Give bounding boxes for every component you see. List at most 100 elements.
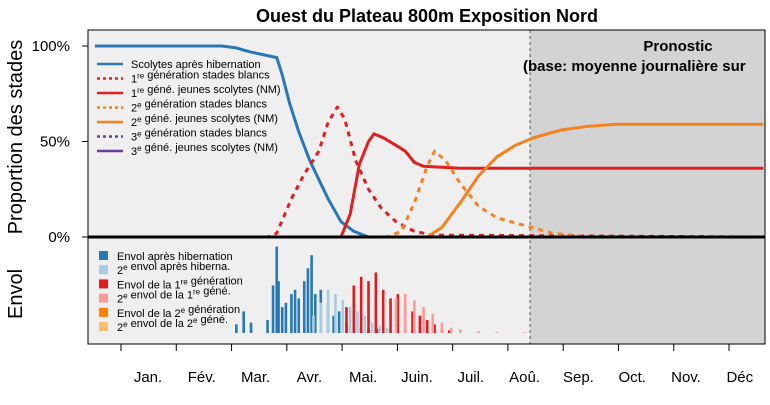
flight-bar-1-7 <box>363 315 367 333</box>
flight-bar-1-5 <box>348 307 352 333</box>
flight-legend-key-0 <box>99 251 108 260</box>
flight-bar-2-4 <box>374 272 378 333</box>
flight-bar-1-2 <box>326 289 330 333</box>
flight-bar-0-19 <box>337 311 341 333</box>
flight-bar-2-1 <box>352 285 356 333</box>
y-tick-label-2: 0% <box>48 229 70 246</box>
flight-bar-0-5 <box>275 246 279 333</box>
flight-legend-label-4: Envol de la 2e génération <box>117 304 240 320</box>
flight-bar-1-3 <box>334 294 337 333</box>
flight-bar-1-9 <box>378 326 381 333</box>
legend-label-0: Scolytes après hibernation <box>131 59 261 71</box>
flight-bar-1-4 <box>341 300 345 333</box>
flight-bar-1-8 <box>370 322 374 333</box>
flight-bar-0-9 <box>290 294 293 333</box>
flight-legend-key-5 <box>99 322 108 331</box>
flight-bar-1-1 <box>319 302 323 333</box>
flight-bar-1-0 <box>312 315 315 333</box>
flight-bar-0-2 <box>249 322 253 333</box>
flight-bar-3-0 <box>394 298 398 333</box>
month-label-2: Mar. <box>241 369 270 386</box>
legend-label-4: 2e géné. jeunes scolytes (NM) <box>131 113 278 129</box>
flight-bar-3-2 <box>413 300 416 333</box>
forecast-label: Pronostic <box>643 38 712 55</box>
flight-bar-2-7 <box>396 294 400 333</box>
series-line-4 <box>95 122 764 239</box>
series-line-0 <box>95 44 764 239</box>
flight-bars-layer <box>235 246 526 333</box>
flight-bar-3-7 <box>458 329 462 333</box>
month-label-7: Aoû. <box>509 369 540 386</box>
y-axis-label-top: Proportion des stades <box>5 40 27 235</box>
flight-bar-2-2 <box>359 276 363 333</box>
month-label-9: Oct. <box>618 369 646 386</box>
flight-bar-3-5 <box>440 322 444 333</box>
legend-label-2: 1re géné. jeunes scolytes (NM) <box>131 84 281 100</box>
flight-legend-key-2 <box>99 279 108 289</box>
flight-legend-label-3: 2e envol de la 1re géné. <box>117 286 231 306</box>
flight-bar-2-12 <box>433 324 436 333</box>
flight-bar-0-3 <box>266 320 269 333</box>
flight-bar-0-15 <box>313 294 317 333</box>
plot-frame <box>87 29 766 345</box>
flight-bar-0-11 <box>297 298 301 333</box>
flight-bar-2-14 <box>447 330 451 333</box>
flight-bar-3-6 <box>449 327 453 333</box>
flight-bar-0-24 <box>376 328 379 333</box>
flight-legend-label-2: Envol de la 1re génération <box>117 275 243 291</box>
month-label-4: Mai. <box>349 369 377 386</box>
flight-legend-label-0: Envol après hibernation <box>117 251 233 263</box>
flight-bar-0-14 <box>310 255 313 333</box>
flight-bar-3-4 <box>431 313 435 333</box>
month-label-5: Juin. <box>401 369 433 386</box>
flight-legend-label-5: 2e envol de la 2e géné. <box>117 314 228 334</box>
flight-bar-1-10 <box>385 327 389 333</box>
flight-bar-0-4 <box>271 285 275 333</box>
flight-bar-2-11 <box>425 320 429 333</box>
legend-label-5: 3e génération stades blancs <box>131 128 267 144</box>
flight-bar-2-0 <box>345 307 348 333</box>
chart-title: Ouest du Plateau 800m Exposition Nord <box>256 6 598 26</box>
flight-bar-3-9 <box>495 332 499 333</box>
month-label-1: Fév. <box>188 369 216 386</box>
flight-bar-0-1 <box>242 311 245 333</box>
flight-bar-2-9 <box>411 311 414 333</box>
legend-label-3: 2e génération stades blancs <box>131 99 267 115</box>
y-tick-label-1: 50% <box>40 134 70 151</box>
flight-bar-0-13 <box>306 268 310 333</box>
flight-bar-0-12 <box>302 281 306 333</box>
month-label-3: Avr. <box>297 369 323 386</box>
legend-label-6: 3e géné. jeunes scolytes (NM) <box>131 142 278 158</box>
flight-bar-3-3 <box>422 307 425 333</box>
legend-label-1: 1re génération stades blancs <box>131 70 270 86</box>
forecast-region <box>530 30 765 344</box>
flight-bar-3-1 <box>403 294 407 333</box>
stage-lines-layer <box>95 44 764 239</box>
flight-bar-0-7 <box>280 307 284 333</box>
flight-bar-2-3 <box>367 281 370 333</box>
month-label-11: Déc <box>726 369 753 386</box>
flight-bar-2-5 <box>381 289 385 333</box>
flight-bar-3-10 <box>523 332 526 333</box>
flight-legend-key-4 <box>99 307 108 317</box>
flight-bar-2-6 <box>389 298 392 333</box>
axes-layer: 100% 50% 0% Jan. Fév. Mar. Avr. Mai. Juin. Juil. A… <box>32 38 754 386</box>
flight-legend-key-1 <box>99 265 108 275</box>
series-line-3 <box>95 149 764 239</box>
flight-bar-0-18 <box>332 315 335 333</box>
flight-legend-label-1: 2e envol après hiberna. <box>117 261 230 277</box>
flight-bar-1-6 <box>356 311 359 333</box>
flight-legend-key-3 <box>99 293 108 303</box>
month-label-8: Sep. <box>563 369 594 386</box>
flight-bar-0-8 <box>284 302 288 333</box>
month-label-10: Nov. <box>671 369 701 386</box>
forecast-sublabel: (base: moyenne journalière sur <box>523 58 746 75</box>
month-label-6: Juil. <box>457 369 484 386</box>
month-label-0: Jan. <box>134 369 162 386</box>
flight-bar-3-8 <box>477 331 480 333</box>
series-line-2 <box>95 132 764 239</box>
flight-bar-0-0 <box>235 324 238 333</box>
